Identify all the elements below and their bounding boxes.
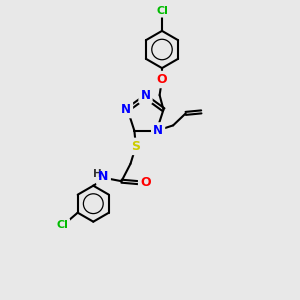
Text: H: H [92, 169, 101, 179]
Text: O: O [140, 176, 151, 189]
Text: N: N [153, 124, 163, 137]
Text: O: O [140, 176, 151, 189]
Text: O: O [157, 73, 167, 86]
Text: S: S [131, 140, 140, 153]
Text: N: N [140, 89, 151, 102]
Text: Cl: Cl [56, 220, 68, 230]
Text: H: H [92, 169, 101, 179]
Text: N: N [98, 170, 109, 184]
Text: N: N [98, 170, 109, 184]
Text: Cl: Cl [156, 5, 168, 16]
Text: Cl: Cl [156, 5, 168, 16]
Text: N: N [121, 103, 131, 116]
Text: N: N [121, 103, 131, 116]
Text: O: O [157, 73, 167, 86]
Text: Cl: Cl [56, 220, 68, 230]
Text: N: N [140, 89, 151, 102]
Text: N: N [153, 124, 163, 137]
Text: S: S [131, 140, 140, 153]
